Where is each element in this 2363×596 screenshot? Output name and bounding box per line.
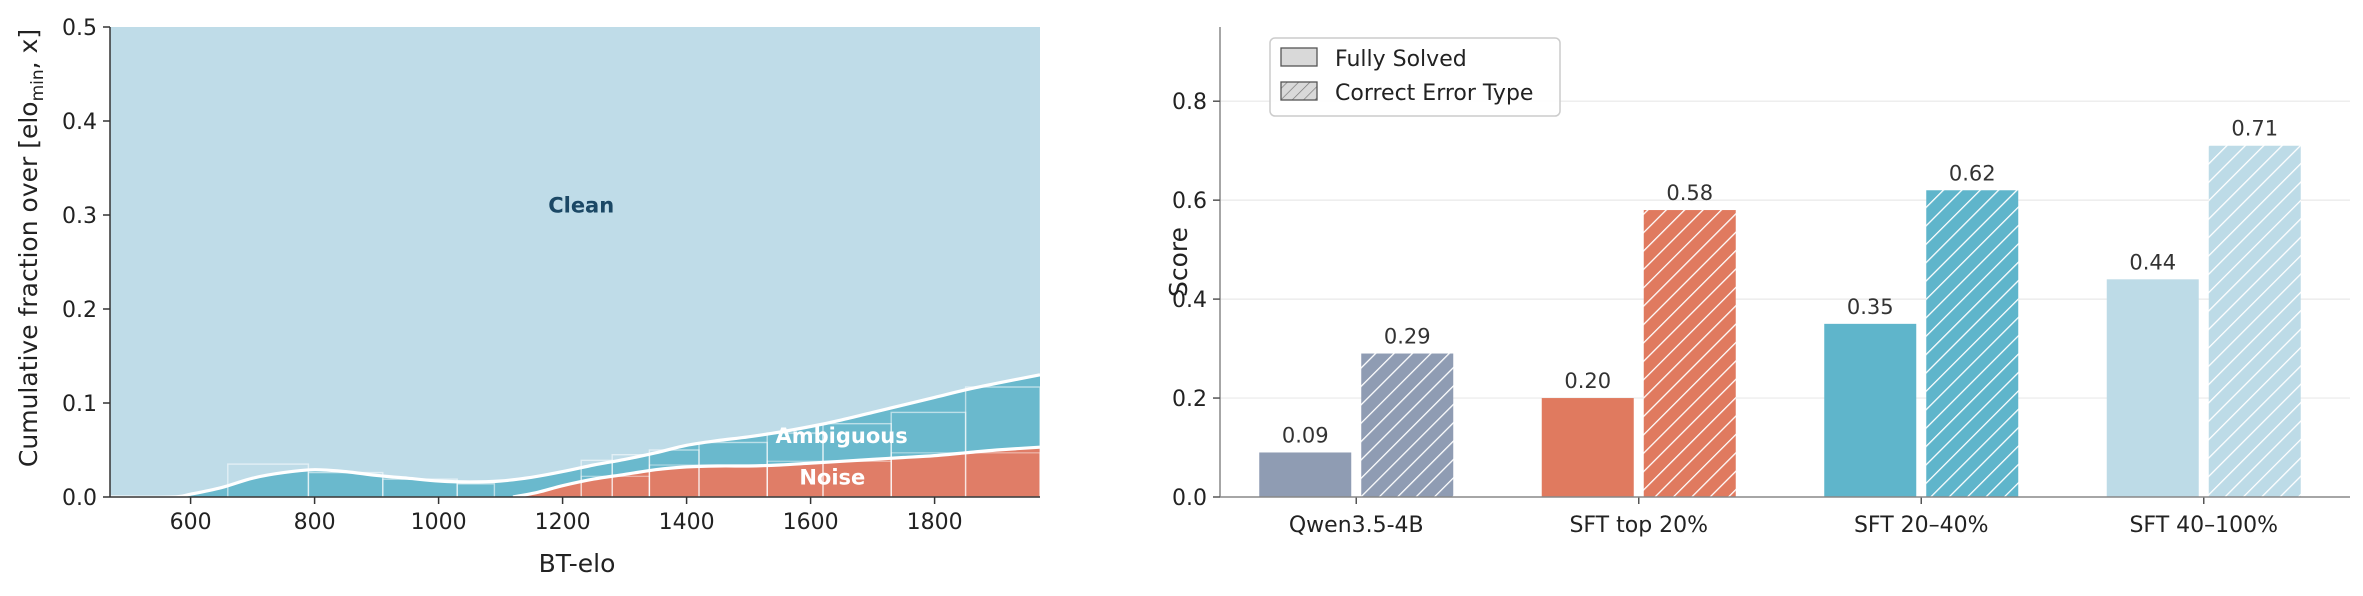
fully-solved-bar-3 bbox=[1824, 323, 1917, 497]
category-label-2: SFT top 20% bbox=[1569, 513, 1708, 538]
area-label-ambiguous: Ambiguous bbox=[775, 424, 907, 448]
fully-solved-bar-2 bbox=[1541, 398, 1634, 497]
left-x-tick-label: 1600 bbox=[783, 510, 839, 535]
fully-solved-value-label-3: 0.35 bbox=[1847, 295, 1894, 319]
fully-solved-bar-4 bbox=[2106, 279, 2199, 497]
left-y-axis-label: Cumulative fraction over [elomin, x] bbox=[14, 29, 48, 467]
left-y-tick-label: 0.0 bbox=[62, 486, 97, 511]
legend-label-correct-error-type: Correct Error Type bbox=[1335, 81, 1533, 106]
correct-error-type-value-label-1: 0.29 bbox=[1384, 325, 1431, 349]
right-y-tick-label: 0.2 bbox=[1172, 387, 1207, 412]
fully-solved-value-label-1: 0.09 bbox=[1282, 423, 1329, 447]
right-axes: Qwen3.5-4B SFT top 20% SFT 20–40% SFT 40–10… bbox=[1172, 27, 2350, 538]
legend-label-fully-solved: Fully Solved bbox=[1335, 47, 1467, 72]
correct-error-type-bar-2 bbox=[1643, 210, 1736, 498]
category-label-1: Qwen3.5-4B bbox=[1289, 513, 1424, 538]
left-y-tick-label: 0.4 bbox=[62, 110, 97, 135]
right-y-axis-label: Score bbox=[1164, 227, 1193, 297]
area-annotations: Clean Ambiguous Noise bbox=[548, 194, 908, 490]
fully-solved-bar-1 bbox=[1259, 452, 1352, 497]
left-x-tick-label: 600 bbox=[170, 510, 212, 535]
right-chart: 0.09 0.29 0.20 0.58 0.35 0.62 0.44 0.71 Qwen3.5… bbox=[1164, 27, 2350, 538]
area-label-clean: Clean bbox=[548, 194, 614, 218]
left-y-axis-label-main: Cumulative fraction over [elo bbox=[14, 101, 43, 467]
area-label-noise: Noise bbox=[799, 465, 865, 489]
legend: Fully Solved Correct Error Type bbox=[1269, 37, 1561, 117]
correct-error-type-value-label-4: 0.71 bbox=[2231, 117, 2278, 141]
left-y-tick-label: 0.1 bbox=[62, 392, 97, 417]
correct-error-type-bar-3 bbox=[1926, 190, 2019, 497]
bars: 0.09 0.29 0.20 0.58 0.35 0.62 0.44 0.71 bbox=[1259, 117, 2301, 498]
density-lines bbox=[109, 373, 1041, 499]
left-plot-area bbox=[110, 27, 1040, 498]
left-x-tick-label: 800 bbox=[294, 510, 336, 535]
left-chart: 600 800 1000 1200 1400 1600 1800 0.0 0.1 0.2 0.3 0.… bbox=[14, 16, 1041, 578]
fully-solved-value-label-2: 0.20 bbox=[1564, 369, 1611, 393]
noise-boundary-line bbox=[512, 445, 1041, 499]
fully-solved-value-label-4: 0.44 bbox=[2129, 250, 2176, 274]
right-y-tick-label: 0.6 bbox=[1172, 189, 1207, 214]
left-x-axis-label: BT-elo bbox=[539, 549, 616, 578]
left-x-tick-label: 1200 bbox=[535, 510, 591, 535]
left-y-axis-label-subscript: min bbox=[28, 69, 48, 101]
left-y-tick-label: 0.5 bbox=[62, 16, 97, 41]
correct-error-type-value-label-3: 0.62 bbox=[1949, 161, 1996, 185]
correct-error-type-bar-1 bbox=[1361, 353, 1454, 497]
right-y-tick-label: 0.8 bbox=[1172, 90, 1207, 115]
legend-swatch-fully-solved bbox=[1280, 47, 1318, 67]
correct-error-type-value-label-2: 0.58 bbox=[1666, 181, 1713, 205]
category-label-4: SFT 40–100% bbox=[2129, 513, 2278, 538]
legend-box bbox=[1269, 37, 1561, 117]
left-axes: 600 800 1000 1200 1400 1600 1800 0.0 0.1 0.2 0.3 0.… bbox=[62, 16, 1040, 535]
left-x-tick-label: 1400 bbox=[659, 510, 715, 535]
left-y-tick-label: 0.3 bbox=[62, 204, 97, 229]
left-y-tick-label: 0.2 bbox=[62, 298, 97, 323]
left-x-tick-label: 1000 bbox=[411, 510, 467, 535]
right-y-tick-label: 0.4 bbox=[1172, 288, 1207, 313]
right-y-tick-label: 0.0 bbox=[1172, 486, 1207, 511]
left-y-axis-label-tail: , x] bbox=[14, 29, 43, 69]
category-label-3: SFT 20–40% bbox=[1854, 513, 1989, 538]
left-x-tick-label: 1800 bbox=[907, 510, 963, 535]
legend-swatch-correct-error-type bbox=[1280, 81, 1318, 101]
ambiguous-boundary-line bbox=[109, 373, 1041, 499]
noise-area bbox=[513, 447, 1040, 497]
correct-error-type-bar-4 bbox=[2208, 145, 2301, 497]
